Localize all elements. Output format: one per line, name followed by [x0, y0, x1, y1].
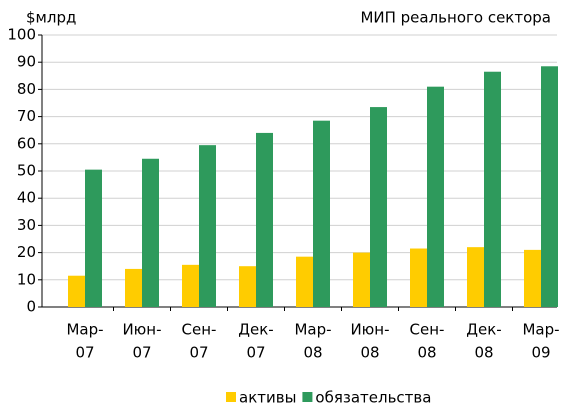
bar	[68, 275, 85, 307]
y-tick-label: 70	[17, 107, 36, 125]
bar	[142, 158, 159, 307]
legend-label: обязательства	[315, 389, 431, 407]
x-tick-label: 08	[360, 344, 379, 362]
x-tick-label: 07	[246, 344, 265, 362]
x-tick-label: 09	[531, 344, 550, 362]
bar	[313, 120, 330, 308]
bar	[410, 248, 427, 307]
bar	[256, 132, 273, 307]
bar	[296, 256, 313, 307]
bar	[182, 264, 199, 307]
x-tick-label: Сен-	[410, 321, 445, 339]
bar	[125, 268, 142, 307]
y-tick-label: 90	[17, 53, 36, 71]
x-tick-label: 08	[474, 344, 493, 362]
y-tick-label: 50	[17, 162, 36, 180]
x-tick-label: Июн-	[122, 321, 161, 339]
bar	[353, 252, 370, 307]
x-tick-label: 08	[303, 344, 322, 362]
bar	[427, 86, 444, 308]
bar	[370, 107, 387, 307]
bar	[524, 249, 541, 307]
legend-swatch	[302, 392, 313, 402]
y-tick-label: 30	[17, 216, 36, 234]
y-tick-label: 80	[17, 80, 36, 98]
y-tick-label: 10	[17, 270, 36, 288]
bar	[484, 71, 501, 307]
y-tick-label: 0	[26, 298, 36, 316]
bar	[199, 145, 216, 307]
x-tick-label: Июн-	[350, 321, 389, 339]
y-axis-label: $млрд	[26, 9, 76, 27]
x-tick-label: Дек-	[238, 321, 273, 339]
x-tick-label: Мар-	[66, 321, 103, 339]
chart-title: МИП реального сектора	[360, 9, 551, 27]
bar	[85, 169, 102, 307]
x-tick-label: 07	[75, 344, 94, 362]
y-tick-label: 40	[17, 189, 36, 207]
x-tick-label: Мар-	[294, 321, 331, 339]
y-tick-label: 100	[7, 26, 36, 44]
x-tick-label: 07	[189, 344, 208, 362]
y-tick-label: 60	[17, 134, 36, 152]
x-tick-label: 07	[132, 344, 151, 362]
x-tick-label: 08	[417, 344, 436, 362]
legend-swatch	[226, 392, 236, 402]
x-tick-label: Дек-	[466, 321, 501, 339]
bar	[467, 247, 484, 307]
x-tick-label: Мар-	[522, 321, 559, 339]
y-tick-label: 20	[17, 243, 36, 261]
bar	[541, 66, 558, 307]
bar	[239, 266, 256, 307]
legend-label: активы	[239, 389, 296, 407]
x-tick-label: Сен-	[182, 321, 217, 339]
